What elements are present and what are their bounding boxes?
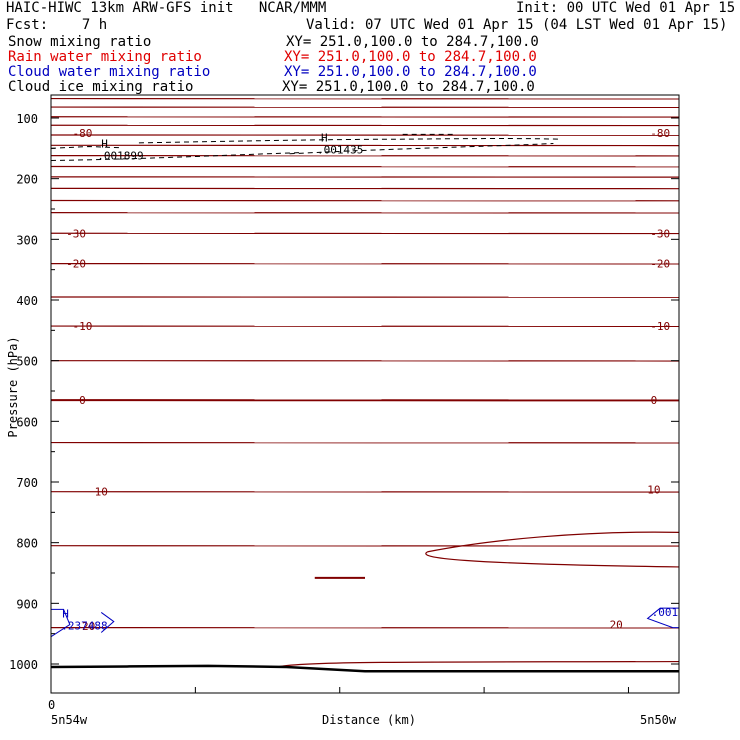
isotherm-line bbox=[50, 544, 680, 547]
snow-contour bbox=[50, 146, 121, 149]
isotherm-label: 10 bbox=[95, 486, 108, 499]
isotherm-line bbox=[50, 398, 680, 402]
isotherm-label: 20 bbox=[610, 619, 623, 632]
y-tick-label: 1000 bbox=[9, 658, 38, 672]
isotherm-label: 0 bbox=[79, 394, 86, 407]
legend-cloudwater-name: Cloud water mixing ratio bbox=[8, 64, 211, 80]
isotherm-line bbox=[50, 359, 680, 362]
snow-contour bbox=[138, 138, 560, 144]
isotherm-line bbox=[50, 325, 680, 327]
y-tick-label: 300 bbox=[16, 233, 38, 247]
y-tick-label: 200 bbox=[16, 173, 38, 187]
model-title: HAIC-HIWC 13km ARW-GFS init NCAR/MMM bbox=[6, 0, 327, 16]
isotherm-label: -30 bbox=[66, 227, 86, 240]
forecast-hour: Fcst: 7 h bbox=[6, 17, 108, 33]
isotherm-label: 10 bbox=[647, 483, 660, 496]
isotherm-line bbox=[50, 187, 680, 190]
cloud-water-max-marker: H bbox=[62, 608, 69, 621]
isotherm-line bbox=[50, 232, 680, 235]
isotherm-label: -10 bbox=[650, 320, 670, 333]
isotherm-line bbox=[50, 115, 680, 118]
isotherm-label: -30 bbox=[650, 227, 670, 240]
isotherm-line bbox=[50, 106, 680, 108]
y-tick-label: 100 bbox=[16, 112, 38, 126]
legend-rain-name: Rain water mixing ratio bbox=[8, 49, 202, 65]
isotherm-line bbox=[50, 165, 680, 168]
cloud-water-max-value: .001 bbox=[652, 606, 679, 619]
cloud-water-contour bbox=[100, 612, 115, 633]
isotherm-line bbox=[50, 97, 680, 100]
snow-mixing-ratio-contours bbox=[50, 133, 560, 161]
isotherm-label: 20 bbox=[82, 620, 95, 633]
isotherm-line bbox=[50, 134, 680, 136]
snow-contour bbox=[289, 142, 554, 155]
isotherm-line bbox=[50, 211, 680, 214]
isotherm-bubble bbox=[425, 531, 680, 568]
snow-contour bbox=[50, 152, 303, 161]
isotherm-label: -80 bbox=[650, 127, 670, 140]
isotherm-line bbox=[50, 490, 680, 493]
cloud-water-contours bbox=[50, 607, 679, 638]
y-tick-label: 500 bbox=[16, 355, 38, 369]
legend-snow-xy: XY= 251.0,100.0 to 284.7,100.0 bbox=[286, 34, 539, 50]
cloud-water-max-value: .237488 bbox=[61, 620, 107, 633]
isotherm-line bbox=[50, 626, 680, 629]
isotherm-label: -20 bbox=[66, 258, 86, 271]
legend-snow-name: Snow mixing ratio bbox=[8, 34, 152, 50]
x-axis-title: Distance (km) bbox=[322, 713, 416, 727]
y-tick-label: 800 bbox=[16, 537, 38, 551]
legend-rain-xy: XY= 251.0,100.0 to 284.7,100.0 bbox=[284, 49, 537, 65]
isotherm-line bbox=[50, 441, 680, 444]
isotherm-line bbox=[50, 296, 680, 298]
isotherm-lower bbox=[276, 660, 680, 668]
cloud-water-contour bbox=[646, 607, 679, 629]
isotherm-line bbox=[50, 262, 680, 265]
init-time: Init: 00 UTC Wed 01 Apr 15 bbox=[516, 0, 736, 16]
terrain-line bbox=[50, 664, 679, 673]
isotherm-line bbox=[50, 176, 680, 178]
y-tick-label: 600 bbox=[16, 415, 38, 429]
plot-frame bbox=[50, 94, 680, 694]
y-tick-label: 400 bbox=[16, 294, 38, 308]
terrain-profile bbox=[50, 664, 679, 673]
isotherm-label: 0 bbox=[651, 394, 658, 407]
isotherm-label: -80 bbox=[72, 127, 92, 140]
isotherm-label: -20 bbox=[650, 258, 670, 271]
cloud-water-contour bbox=[50, 608, 71, 638]
legend-cloudice-xy: XY= 251.0,100.0 to 284.7,100.0 bbox=[282, 79, 535, 95]
valid-time: Valid: 07 UTC Wed 01 Apr 15 (04 LST Wed … bbox=[306, 17, 728, 33]
y-tick-label: 900 bbox=[16, 597, 38, 611]
x-start-label: 5n54w bbox=[51, 713, 88, 727]
isotherm-line bbox=[50, 124, 680, 127]
legend-cloudwater-xy: XY= 251.0,100.0 to 284.7,100.0 bbox=[284, 64, 537, 80]
legend-cloudice-name: Cloud ice mixing ratio bbox=[8, 79, 194, 95]
y-tick-label: 700 bbox=[16, 476, 38, 490]
temperature-isotherms bbox=[50, 97, 680, 668]
isotherm-label: -10 bbox=[72, 320, 92, 333]
x-end-label: 5n50w bbox=[640, 713, 677, 727]
isotherm-line bbox=[50, 144, 680, 147]
x-zero-label: 0 bbox=[48, 698, 56, 712]
snow-max-marker: H bbox=[101, 137, 108, 150]
snow-max-value: .001435 bbox=[317, 143, 363, 156]
snow-max-marker: H bbox=[321, 131, 328, 144]
isotherm-line bbox=[50, 154, 680, 157]
snow-max-value: .001899 bbox=[97, 149, 143, 162]
isotherm-line bbox=[50, 199, 680, 202]
